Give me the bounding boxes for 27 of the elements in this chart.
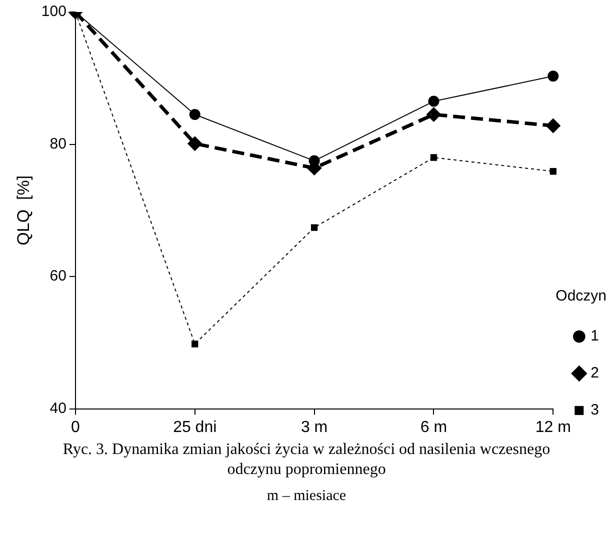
y-tick-label: 40 xyxy=(50,400,66,417)
point xyxy=(189,109,200,120)
legend-label: 3 xyxy=(590,402,599,419)
point xyxy=(550,168,556,175)
x-tick-label: 25 dni xyxy=(173,418,217,436)
legend-label: 2 xyxy=(590,364,599,382)
point xyxy=(188,136,202,150)
x-tick-label: 12 m xyxy=(535,418,571,436)
point xyxy=(310,224,318,231)
text: m – miesiace xyxy=(266,488,348,505)
point xyxy=(548,70,559,82)
point xyxy=(192,340,198,348)
x-tick-label: 0 xyxy=(70,418,80,436)
y-tick-label: 100 xyxy=(41,3,66,20)
x-tick-label: 6 m xyxy=(420,418,448,436)
point xyxy=(430,154,438,161)
y-tick-label: 80 xyxy=(50,135,66,152)
point xyxy=(426,108,440,122)
y-tick-label: 60 xyxy=(50,268,66,285)
legend-label: 1 xyxy=(590,328,599,345)
y-axis-title: QLQ [%] xyxy=(14,175,33,246)
point xyxy=(308,155,320,166)
text: Ryc. 3. Dynamika zmian jakości życia w zależności od nasilenia wczesnego odczynu popromiennego xyxy=(62,440,552,480)
legend-title: Odczyn xyxy=(556,288,607,305)
point xyxy=(428,96,440,107)
x-tick-label: 3 m xyxy=(300,418,328,436)
point xyxy=(546,119,560,132)
